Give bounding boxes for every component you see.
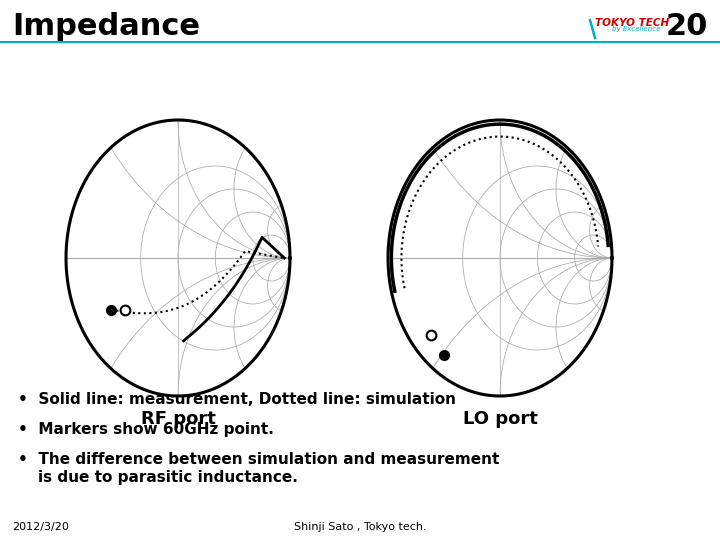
Text: LO port: LO port <box>462 410 537 428</box>
Text: 2012/3/20: 2012/3/20 <box>12 522 69 532</box>
Text: Impedance: Impedance <box>12 12 200 41</box>
Text: is due to parasitic inductance.: is due to parasitic inductance. <box>38 470 298 485</box>
Text: •  Solid line: measurement, Dotted line: simulation: • Solid line: measurement, Dotted line: … <box>18 392 456 407</box>
Text: Shinji Sato , Tokyo tech.: Shinji Sato , Tokyo tech. <box>294 522 426 532</box>
Text: •  Markers show 60GHz point.: • Markers show 60GHz point. <box>18 422 274 437</box>
Text: •  The difference between simulation and measurement: • The difference between simulation and … <box>18 452 500 467</box>
Text: by Excellence: by Excellence <box>612 26 660 32</box>
Text: 20: 20 <box>665 12 708 41</box>
Text: TOKYO TECH: TOKYO TECH <box>595 18 669 28</box>
Text: RF port: RF port <box>140 410 215 428</box>
